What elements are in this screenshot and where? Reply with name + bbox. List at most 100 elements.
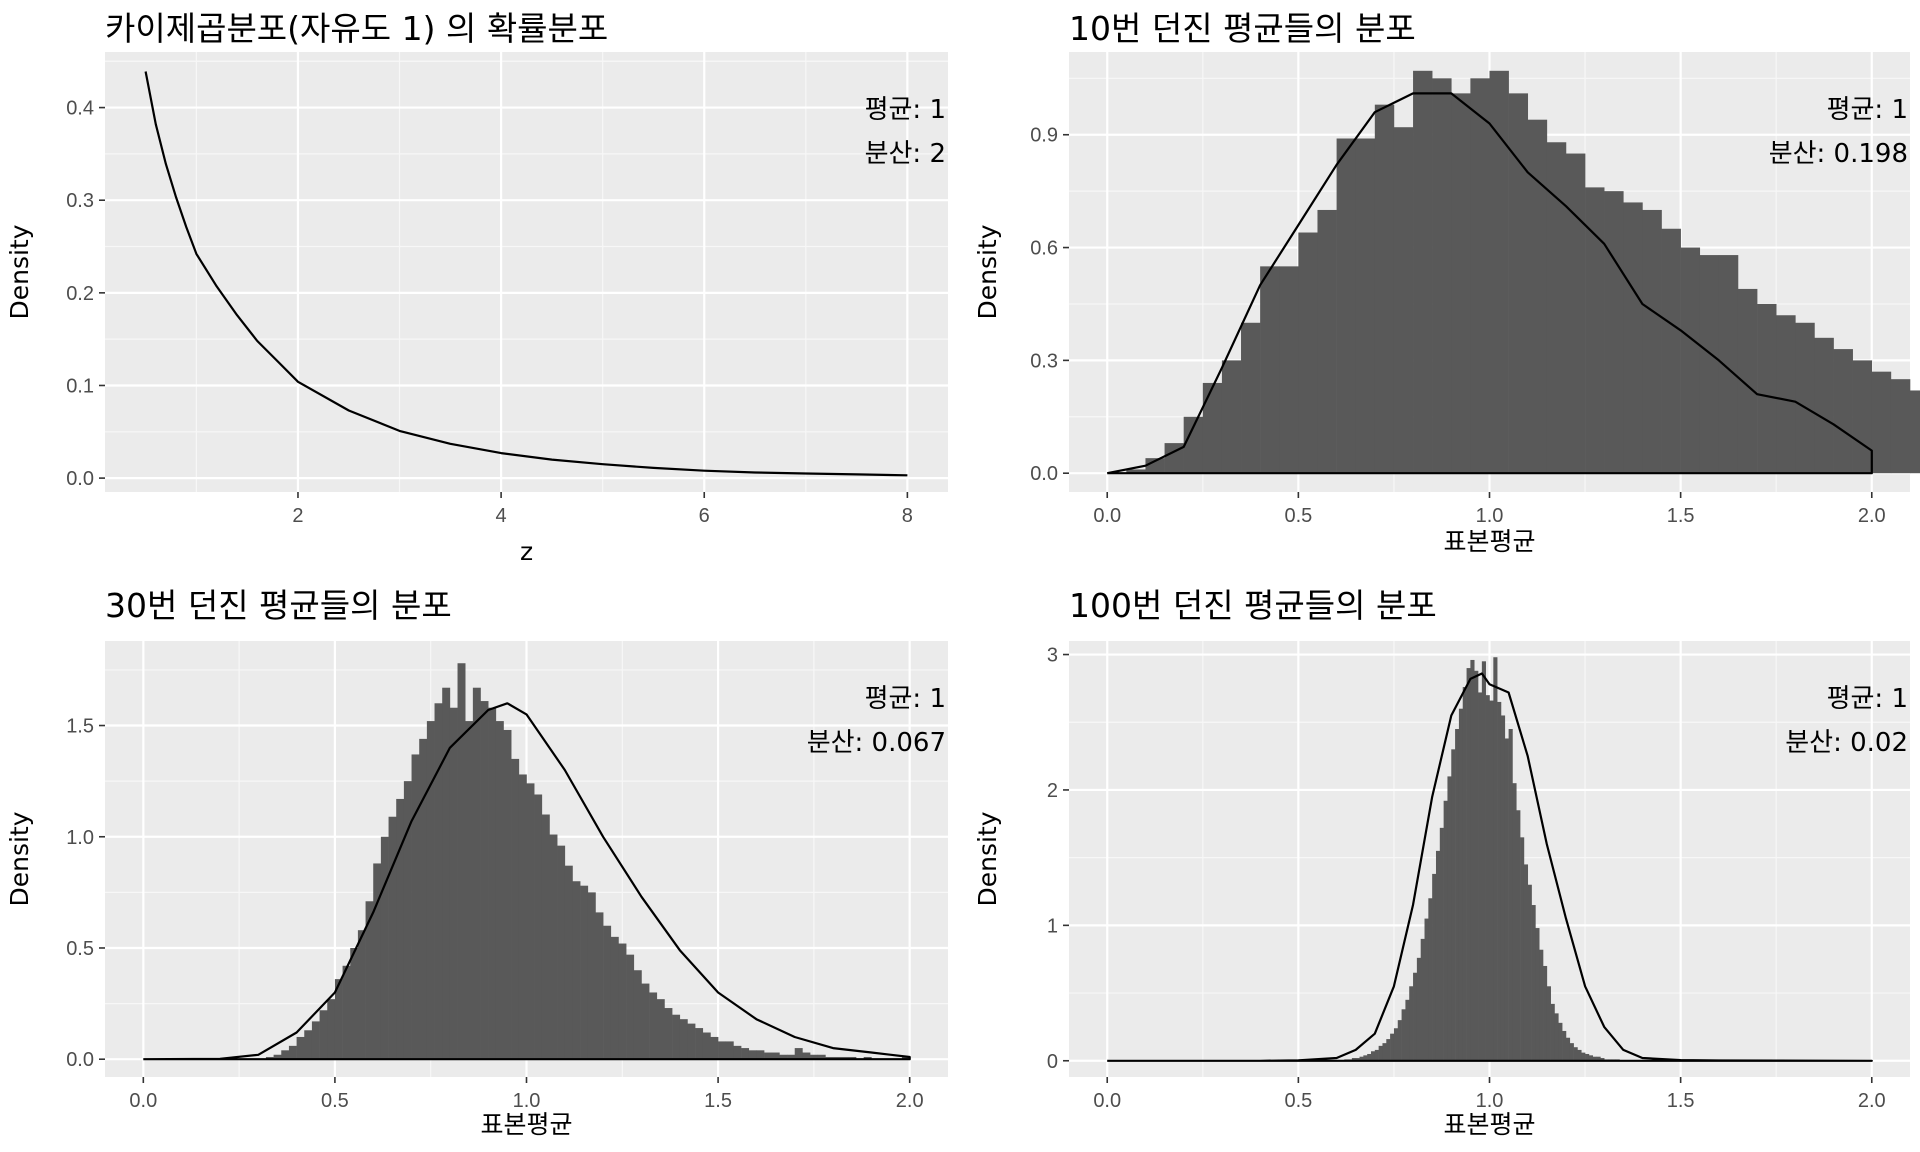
histogram-bar bbox=[771, 1052, 780, 1060]
histogram-bar bbox=[1424, 918, 1429, 1061]
histogram-bar bbox=[1393, 1028, 1399, 1061]
y-tick-label: 0.0 bbox=[1030, 463, 1058, 485]
histogram-bar bbox=[1370, 1051, 1376, 1061]
histogram-bar bbox=[1374, 1049, 1379, 1061]
y-tick-label: 0.4 bbox=[66, 98, 94, 120]
y-tick-label: 1.5 bbox=[66, 716, 94, 738]
histogram-bar bbox=[319, 1010, 328, 1060]
histogram-bar bbox=[564, 865, 573, 1060]
histogram-bar bbox=[1596, 1056, 1601, 1061]
histogram-bar bbox=[587, 892, 596, 1060]
histogram-bar bbox=[465, 721, 474, 1060]
histogram-bar bbox=[725, 1041, 734, 1060]
y-axis-label: Density bbox=[973, 224, 1002, 319]
histogram-bar bbox=[419, 738, 428, 1060]
x-axis-label: 표본평균 bbox=[1443, 527, 1535, 556]
histogram-bar bbox=[1478, 692, 1483, 1061]
histogram-bar bbox=[281, 1050, 290, 1060]
chart-title: 30번 던진 평균들의 분포 bbox=[105, 586, 452, 625]
histogram-bar bbox=[549, 834, 558, 1060]
plot-background bbox=[105, 52, 948, 492]
histogram-bar bbox=[626, 954, 635, 1060]
y-axis-label: Density bbox=[5, 224, 34, 319]
histogram-bar bbox=[1588, 1055, 1594, 1061]
x-tick-label: 0.5 bbox=[1284, 505, 1312, 527]
histogram-bar bbox=[641, 983, 650, 1060]
histogram-bar bbox=[1757, 303, 1777, 474]
histogram-bar bbox=[1298, 232, 1318, 474]
histogram-bar bbox=[1890, 379, 1911, 474]
histogram-bar bbox=[825, 1056, 834, 1060]
histogram-bar bbox=[1451, 749, 1456, 1061]
histogram-bar bbox=[1241, 322, 1261, 474]
histogram-bar bbox=[365, 901, 374, 1060]
histogram-bar bbox=[1367, 1053, 1372, 1061]
histogram-bar bbox=[1550, 1003, 1555, 1061]
histogram-bar bbox=[1455, 729, 1460, 1061]
histogram-bar bbox=[1260, 266, 1280, 474]
histogram-bar bbox=[679, 1019, 688, 1060]
x-tick-label: 0.0 bbox=[129, 1090, 157, 1112]
histogram-bar bbox=[1279, 266, 1299, 474]
histogram-bar bbox=[1432, 873, 1437, 1061]
histogram-bar bbox=[1642, 209, 1662, 474]
histogram-bar bbox=[1374, 104, 1395, 474]
histogram-bar bbox=[1585, 187, 1605, 474]
stat-annotation: 평균: 1 bbox=[865, 95, 946, 125]
histogram-bar bbox=[388, 816, 397, 1060]
chart-title: 카이제곱분포(자유도 1) 의 확률분포 bbox=[105, 9, 608, 48]
histogram-bar bbox=[1458, 708, 1464, 1061]
x-tick-label: 2.0 bbox=[896, 1090, 924, 1112]
x-tick-label: 2.0 bbox=[1858, 1090, 1886, 1112]
histogram-bar bbox=[1852, 360, 1873, 474]
histogram-bar bbox=[840, 1056, 849, 1060]
histogram-bar bbox=[526, 783, 535, 1060]
histogram-bar bbox=[1573, 1047, 1578, 1061]
histogram-bar bbox=[1470, 78, 1490, 474]
histogram-bar bbox=[1489, 700, 1494, 1061]
y-tick-label: 0.0 bbox=[66, 468, 94, 490]
histogram-bar bbox=[1485, 695, 1490, 1061]
histogram-bar bbox=[1814, 337, 1834, 474]
histogram-bar bbox=[764, 1052, 773, 1060]
histogram-bar bbox=[656, 999, 665, 1060]
histogram-bar bbox=[1535, 928, 1540, 1061]
histogram-bar bbox=[541, 814, 550, 1060]
histogram-bar bbox=[488, 707, 497, 1060]
x-tick-label: 8 bbox=[902, 505, 913, 527]
y-axis-label: Density bbox=[5, 811, 34, 906]
histogram-bar bbox=[902, 1056, 910, 1060]
histogram-bar bbox=[1470, 659, 1475, 1061]
histogram-bar bbox=[1355, 1058, 1360, 1061]
y-tick-label: 0.6 bbox=[1030, 238, 1058, 260]
histogram-bar bbox=[1489, 70, 1509, 474]
histogram-bar bbox=[1523, 864, 1529, 1061]
histogram-bar bbox=[1577, 1049, 1582, 1061]
histogram-bar bbox=[403, 781, 412, 1060]
histogram-bar bbox=[1565, 1037, 1571, 1061]
histogram-bar bbox=[495, 721, 504, 1060]
histogram-bar bbox=[1585, 1053, 1590, 1061]
chart-panel-3: 0.0 0.5 1.0 1.5 0.0 0.5 1.0 1.5 2.0 30번 던진 평균들의 분… bbox=[5, 586, 948, 1139]
histogram-bar bbox=[718, 1041, 727, 1060]
chart-title: 100번 던진 평균들의 분포 bbox=[1069, 586, 1437, 625]
histogram-bar bbox=[411, 754, 420, 1060]
histogram-bar bbox=[1474, 670, 1479, 1061]
histogram-bar bbox=[695, 1028, 704, 1060]
y-tick-label: 0.0 bbox=[66, 1049, 94, 1071]
histogram-bar bbox=[618, 943, 627, 1060]
histogram-bar bbox=[1718, 255, 1739, 474]
histogram-bar bbox=[1443, 800, 1448, 1061]
histogram-bar bbox=[396, 798, 405, 1060]
histogram-bar bbox=[265, 1056, 274, 1060]
stat-annotation: 평균: 1 bbox=[1827, 95, 1908, 125]
histogram-bar bbox=[288, 1045, 297, 1060]
histogram-bar bbox=[503, 729, 512, 1060]
histogram-bar bbox=[1428, 898, 1433, 1061]
x-tick-label: 1.5 bbox=[704, 1090, 732, 1112]
stat-annotation: 분산: 0.067 bbox=[807, 728, 946, 758]
histogram-bar bbox=[1910, 390, 1920, 474]
histogram-bar bbox=[426, 721, 435, 1060]
histogram-bar bbox=[1569, 1043, 1574, 1061]
histogram-bar bbox=[1508, 729, 1513, 1061]
